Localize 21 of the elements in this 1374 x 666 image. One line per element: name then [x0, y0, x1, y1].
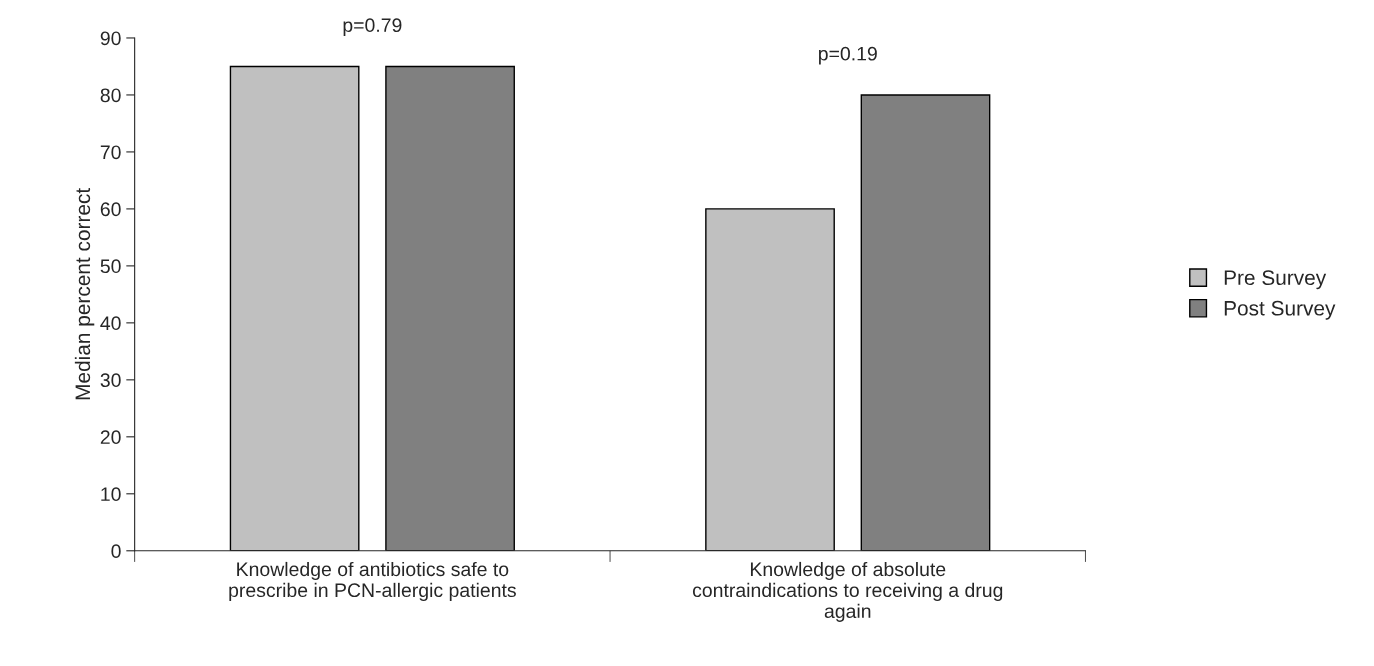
y-tick-label: 90: [100, 31, 121, 46]
y-tick-label: 70: [100, 145, 121, 160]
y-tick-label: 10: [101, 487, 121, 502]
x-tick-label: Knowledge of absolute contraindications to receiving a drug again: [692, 561, 1003, 622]
legend-label: Pre Survey: [1224, 270, 1327, 290]
y-tick-label: 30: [100, 373, 121, 388]
y-tick-label: 80: [100, 88, 121, 103]
y-tick-label: 0: [111, 544, 121, 559]
bar: [860, 94, 991, 551]
x-tick-label: Knowledge of antibiotics safe to prescribe in PCN-allergic patients: [229, 561, 516, 601]
legend-label: Post Survey: [1224, 300, 1336, 320]
y-tick-label: 20: [100, 430, 121, 445]
bar: [385, 65, 515, 551]
annotation: p=0.19: [819, 46, 877, 65]
y-tick-label: 40: [100, 316, 121, 331]
bar: [229, 65, 360, 551]
bar: [705, 208, 835, 551]
text: p=0.79: [343, 18, 402, 36]
y-axis-title: Median percent correct: [74, 187, 95, 400]
y-tick-label: 50: [100, 259, 121, 274]
y-tick-label: 60: [100, 202, 121, 217]
